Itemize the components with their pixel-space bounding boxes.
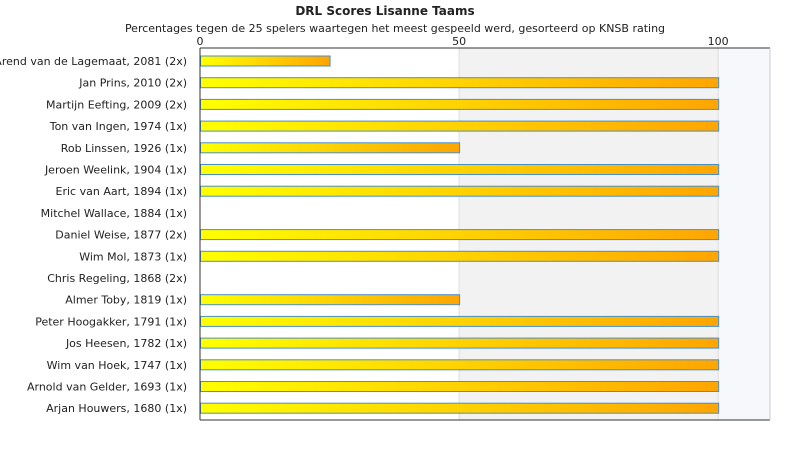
x-tick-label: 100 — [708, 35, 729, 48]
category-label: Jos Heesen, 1782 (1x) — [65, 337, 187, 350]
bar — [200, 250, 720, 262]
bar — [200, 142, 461, 154]
chart-subtitle: Percentages tegen de 25 spelers waartege… — [124, 22, 666, 35]
category-label: Wim Mol, 1873 (1x) — [79, 250, 187, 263]
category-label: Almer Toby, 1819 (1x) — [65, 294, 187, 307]
plot-band-100-plus — [718, 48, 770, 420]
category-label: Arend van de Lagemaat, 2081 (2x) — [0, 55, 187, 68]
category-label: Daniel Weise, 1877 (2x) — [55, 229, 187, 242]
bar — [200, 359, 720, 371]
category-label: Arjan Houwers, 1680 (1x) — [46, 402, 187, 415]
bar — [200, 381, 720, 392]
bar — [200, 164, 720, 175]
category-label: Chris Regeling, 1868 (2x) — [47, 272, 187, 285]
bar — [200, 229, 720, 241]
bar — [200, 98, 720, 110]
chart-title: DRL Scores Lisanne Taams — [295, 4, 475, 18]
category-label: Mitchel Wallace, 1884 (1x) — [41, 207, 187, 220]
category-label: Rob Linssen, 1926 (1x) — [61, 142, 187, 155]
bar — [200, 77, 720, 89]
bar — [200, 185, 720, 197]
category-label: Peter Hoogakker, 1791 (1x) — [35, 315, 187, 328]
x-tick-label: 50 — [452, 35, 466, 48]
bar — [200, 294, 461, 306]
x-tick-label: 0 — [197, 35, 204, 48]
category-label: Wim van Hoek, 1747 (1x) — [47, 359, 187, 372]
category-label: Martijn Eefting, 2009 (2x) — [46, 98, 187, 111]
bar — [200, 337, 720, 349]
category-label: Jan Prins, 2010 (2x) — [78, 77, 187, 90]
category-label: Arnold van Gelder, 1693 (1x) — [27, 381, 187, 394]
bar — [200, 120, 720, 132]
bar — [200, 55, 331, 67]
category-label: Ton van Ingen, 1974 (1x) — [49, 120, 187, 133]
category-label: Eric van Aart, 1894 (1x) — [56, 185, 187, 198]
bar — [200, 402, 720, 414]
category-label: Jeroen Weelink, 1904 (1x) — [44, 164, 187, 177]
bar — [200, 315, 720, 327]
